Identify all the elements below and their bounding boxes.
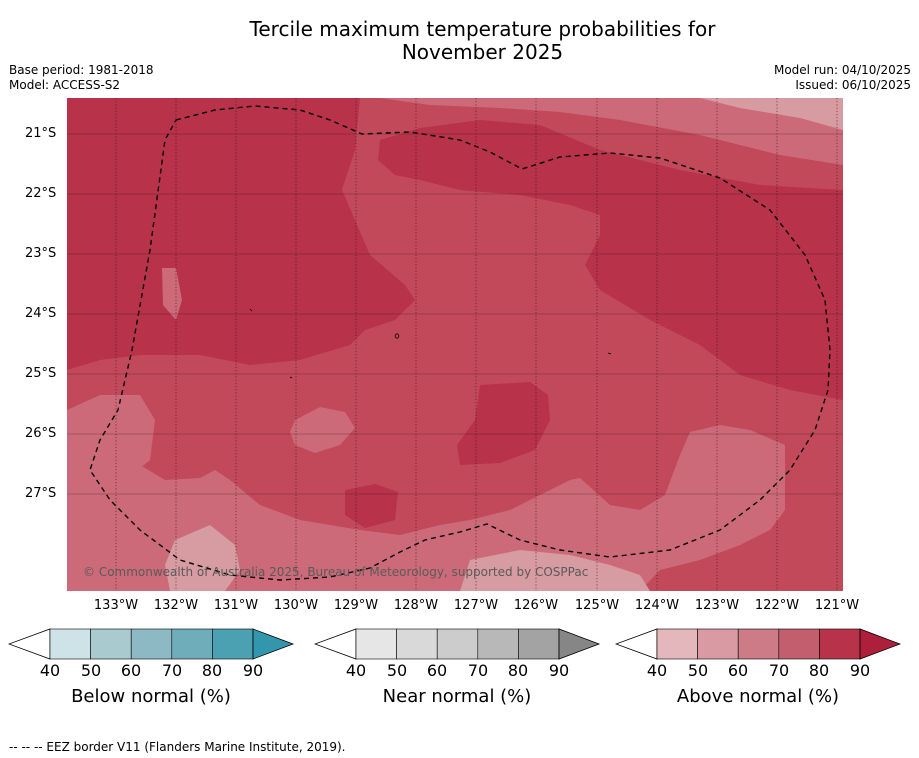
lat-label-25s: 25°S [25, 366, 57, 381]
tick-label: 70 [161, 661, 183, 680]
colorbar-near-normal [314, 628, 601, 660]
tick-label: 80 [808, 661, 830, 680]
fill-level-60-70-left-spot [162, 268, 182, 320]
lat-label-23s: 23°S [25, 246, 57, 261]
colorbar-segment [656, 628, 698, 660]
fill-level-60-70-center [290, 407, 355, 453]
lon-label-129w: 129°W [333, 598, 379, 613]
fill-level-80-90-west [67, 98, 415, 370]
lat-label-27s: 27°S [25, 486, 57, 501]
copyright-notice: © Commonwealth of Australia 2025, Bureau… [83, 565, 589, 579]
fill-level-80-90-east [378, 120, 843, 400]
title-line-1: Tercile maximum temperature probabilitie… [249, 17, 716, 41]
colorbar-segment [396, 628, 438, 660]
tick-label: 70 [768, 661, 790, 680]
colorbar-segment [477, 628, 519, 660]
tick-label: 80 [201, 661, 223, 680]
lat-label-22s: 22°S [25, 186, 57, 201]
colorbar-below-label: Below normal (%) [71, 686, 231, 707]
tick-label: 60 [426, 661, 448, 680]
colorbar-extension-high [859, 628, 902, 660]
title-line-2: November 2025 [401, 40, 564, 64]
map-meridians [115, 98, 838, 591]
lon-label-124w: 124°W [634, 598, 680, 613]
tick-label: 40 [345, 661, 367, 680]
model-text: Model: ACCESS-S2 [9, 78, 121, 92]
tick-label: 50 [80, 661, 102, 680]
lon-label-121w: 121°W [814, 598, 860, 613]
lon-label-125w: 125°W [574, 598, 620, 613]
tick-label: 90 [242, 661, 264, 680]
tick-label: 40 [646, 661, 668, 680]
tick-label: 90 [849, 661, 871, 680]
lat-label-26s: 26°S [25, 426, 57, 441]
tick-label: 40 [39, 661, 61, 680]
colorbar-extension-high [558, 628, 601, 660]
colorbar-segment [697, 628, 739, 660]
eez-border [89, 105, 831, 581]
meta-right: Model run: 04/10/2025 Issued: 06/10/2025 [774, 63, 911, 93]
base-period-text: Base period: 1981-2018 [9, 63, 154, 77]
fill-level-50-60-south [165, 525, 240, 591]
colorbar-extension-low [314, 628, 357, 660]
chart-title: Tercile maximum temperature probabilitie… [0, 18, 919, 64]
tick-label: 70 [467, 661, 489, 680]
colorbar-segment [171, 628, 213, 660]
issued-text: Issued: 06/10/2025 [795, 78, 911, 92]
colorbar-segment [355, 628, 397, 660]
tick-label: 90 [548, 661, 570, 680]
colorbar-extension-low [615, 628, 658, 660]
colorbar-segment [737, 628, 780, 660]
lat-label-24s: 24°S [25, 306, 57, 321]
fill-level-80-90-south [345, 484, 398, 528]
colorbar-near-label: Near normal (%) [382, 686, 532, 707]
fill-level-50-60-southeast [460, 550, 650, 591]
colorbar-segment [212, 628, 254, 660]
lon-label-132w: 132°W [153, 598, 199, 613]
lon-label-131w: 131°W [213, 598, 259, 613]
lon-label-133w: 133°W [93, 598, 139, 613]
colorbar-segment [518, 628, 560, 660]
lon-label-128w: 128°W [393, 598, 439, 613]
colorbar-segment [819, 628, 861, 660]
meta-left: Base period: 1981-2018 Model: ACCESS-S2 [9, 63, 154, 93]
map-gridlines [67, 133, 843, 495]
fill-level-60-70-west [67, 425, 785, 591]
eez-footnote: -- -- -- EEZ border V11 (Flanders Marine… [9, 740, 346, 754]
colorbar-below-normal [8, 628, 295, 660]
fill-level-60-70-northeast [380, 98, 843, 165]
colorbar-extension-low [8, 628, 51, 660]
lon-label-127w: 127°W [453, 598, 499, 613]
fill-level-80-90-center [457, 382, 550, 465]
colorbar-segment [49, 628, 91, 660]
lon-label-122w: 122°W [754, 598, 800, 613]
colorbar-segment [778, 628, 820, 660]
lon-label-126w: 126°W [513, 598, 559, 613]
colorbar-segment [130, 628, 173, 660]
tick-label: 80 [507, 661, 529, 680]
colorbar-above-label: Above normal (%) [676, 686, 840, 707]
tick-label: 60 [120, 661, 142, 680]
tick-label: 60 [727, 661, 749, 680]
lat-label-21s: 21°S [25, 126, 57, 141]
colorbar-above-normal [615, 628, 902, 660]
lon-label-123w: 123°W [694, 598, 740, 613]
colorbar-extension-high [252, 628, 295, 660]
island-markers [249, 308, 612, 379]
fill-level-50-60-northeast [700, 98, 843, 130]
probability-fill-layer [67, 98, 843, 591]
tick-label: 50 [687, 661, 709, 680]
model-run-text: Model run: 04/10/2025 [773, 63, 911, 77]
fill-level-60-70-west-mid [67, 395, 155, 485]
tick-label: 50 [386, 661, 408, 680]
colorbar-segment [90, 628, 132, 660]
lon-label-130w: 130°W [273, 598, 319, 613]
colorbar-segment [436, 628, 479, 660]
